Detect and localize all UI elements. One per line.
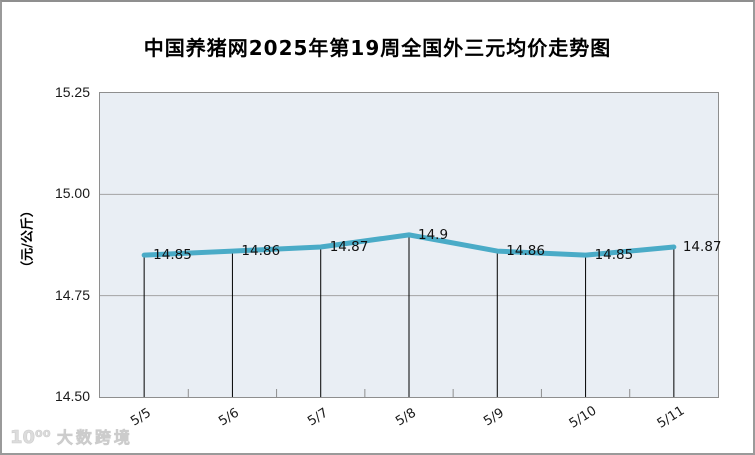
x-axis-tick-label: 5/10: [566, 403, 599, 432]
watermark-logo: 10⁰⁰: [10, 427, 51, 449]
data-point-label: 14.85: [153, 247, 192, 264]
y-axis-tick-label: 15.00: [54, 185, 90, 202]
y-axis-title: （元/公斤）: [20, 204, 36, 274]
data-point-label: 14.87: [329, 239, 369, 256]
watermark: 10⁰⁰ 大数跨境: [10, 424, 133, 449]
x-axis-tick-label: 5/6: [216, 405, 243, 430]
x-axis-tick-label: 5/11: [654, 403, 688, 432]
y-axis-tick-label: 14.50: [54, 388, 90, 404]
watermark-brand-text: 大数跨境: [56, 428, 133, 448]
data-point-label: 14.86: [241, 243, 281, 260]
data-point-label: 14.86: [506, 243, 545, 260]
y-axis-tick-label: 15.25: [54, 84, 90, 100]
y-axis-tick-label: 14.75: [54, 286, 90, 303]
data-point-label: 14.85: [594, 247, 634, 264]
price-series-line: [141, 232, 677, 258]
x-axis-tick-label: 5/8: [393, 405, 419, 430]
x-axis-tick-label: 5/9: [481, 405, 508, 430]
plot-area: [99, 92, 719, 398]
data-point-label: 14.9: [418, 226, 449, 243]
price-line-chart: [100, 193, 718, 397]
x-axis-tick-label: 5/7: [304, 405, 331, 430]
data-point-label: 14.87: [682, 239, 722, 256]
chart-title: 中国养猪网2025年第19周全国外三元均价走势图: [143, 36, 612, 60]
